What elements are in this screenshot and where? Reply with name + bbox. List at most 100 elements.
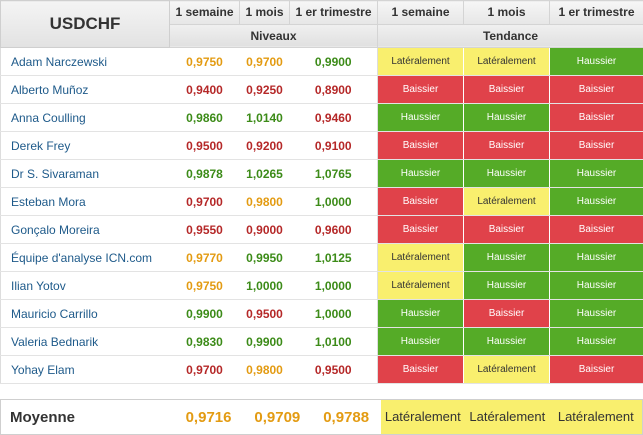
level-1q: 0,9900 [289,47,378,76]
table-row: Derek Frey 0,9500 0,9200 0,9100 Baissier Bais… [0,131,643,160]
trend-1q-badge: Haussier [549,187,643,216]
average-trend-1w: Latéralement [380,400,466,434]
trend-1m-badge: Latéralement [463,47,550,76]
trend-1w-badge: Baissier [377,131,464,160]
level-1q: 0,9600 [289,215,378,244]
table-row: Valeria Bednarik 0,9830 0,9900 1,0100 Haussi… [0,327,643,356]
average-trend-1q: Latéralement [549,400,642,434]
trend-1q-badge: Haussier [549,159,643,188]
trend-1m-badge: Baissier [463,215,550,244]
forecast-table: USDCHF 1 semaine 1 mois 1 er trimestre 1… [0,0,643,396]
table-row: Adam Narczewski 0,9750 0,9700 0,9900 Latéral… [0,47,643,76]
table-row: Gonçalo Moreira 0,9550 0,9000 0,9600 Baissie… [0,215,643,244]
level-1m: 1,0265 [239,159,290,188]
level-1w: 0,9900 [169,299,240,328]
analyst-name-link[interactable]: Yohay Elam [0,355,170,384]
level-1w: 0,9770 [169,243,240,272]
level-1m: 0,9800 [239,187,290,216]
trend-1w-badge: Haussier [377,299,464,328]
trend-1m-badge: Haussier [463,271,550,300]
table-row: Esteban Mora 0,9700 0,9800 1,0000 Baissier La… [0,187,643,216]
level-1w: 0,9750 [169,271,240,300]
analyst-name-link[interactable]: Ilian Yotov [0,271,170,300]
table-row: Mauricio Carrillo 0,9900 0,9500 1,0000 Hauss… [0,299,643,328]
level-1m: 1,0140 [239,103,290,132]
trend-1w-badge: Baissier [377,215,464,244]
trend-1m-badge: Baissier [463,131,550,160]
average-row: Moyenne 0,9716 0,9709 0,9788 Latéralemen… [0,399,643,435]
analyst-name-link[interactable]: Anna Coulling [0,103,170,132]
level-1w: 0,9750 [169,47,240,76]
trend-1q-badge: Haussier [549,47,643,76]
level-1q: 1,0000 [289,299,378,328]
col-trend-1w: 1 semaine [377,0,464,25]
table-row: Ilian Yotov 0,9750 1,0000 1,0000 Latéralemen… [0,271,643,300]
trend-1w-badge: Haussier [377,327,464,356]
col-trend-1m: 1 mois [463,0,550,25]
col-levels-1m: 1 mois [239,0,290,25]
trend-1m-badge: Latéralement [463,355,550,384]
average-label: Moyenne [10,408,76,426]
level-1m: 0,9700 [239,47,290,76]
analyst-name-link[interactable]: Mauricio Carrillo [0,299,170,328]
col-levels-1q: 1 er trimestre [289,0,378,25]
trend-1q-badge: Baissier [549,355,643,384]
table-spacer [0,383,643,396]
trend-1m-badge: Baissier [463,299,550,328]
col-trend-1q: 1 er trimestre [549,0,643,25]
trend-1m-badge: Latéralement [463,187,550,216]
level-1q: 1,0765 [289,159,378,188]
analyst-name-link[interactable]: Esteban Mora [0,187,170,216]
average-level-1q: 0,9788 [323,408,370,426]
level-1m: 0,9500 [239,299,290,328]
trend-1w-badge: Latéralement [377,243,464,272]
analyst-name-link[interactable]: Gonçalo Moreira [0,215,170,244]
level-1w: 0,9700 [169,355,240,384]
level-1q: 1,0100 [289,327,378,356]
level-1m: 1,0000 [239,271,290,300]
analyst-name-link[interactable]: Équipe d'analyse ICN.com [0,243,170,272]
forecast-rows: Adam Narczewski 0,9750 0,9700 0,9900 Latéral… [0,47,643,396]
table-row: Alberto Muñoz 0,9400 0,9250 0,8900 Baissier B… [0,75,643,104]
analyst-name-link[interactable]: Derek Frey [0,131,170,160]
group-levels: Niveaux [169,23,378,48]
trend-1w-badge: Latéralement [377,47,464,76]
level-1m: 0,9800 [239,355,290,384]
analyst-name-link[interactable]: Adam Narczewski [0,47,170,76]
analyst-name-link[interactable]: Dr S. Sivaraman [0,159,170,188]
trend-1q-badge: Baissier [549,75,643,104]
level-1w: 0,9830 [169,327,240,356]
level-1w: 0,9400 [169,75,240,104]
level-1q: 0,9460 [289,103,378,132]
trend-1q-badge: Haussier [549,271,643,300]
level-1m: 0,9000 [239,215,290,244]
level-1w: 0,9700 [169,187,240,216]
pair-title: USDCHF [0,0,170,48]
trend-1m-badge: Haussier [463,327,550,356]
group-trend: Tendance [377,23,643,48]
trend-1m-badge: Haussier [463,159,550,188]
analyst-name-link[interactable]: Valeria Bednarik [0,327,170,356]
trend-1m-badge: Haussier [463,243,550,272]
trend-1q-badge: Baissier [549,215,643,244]
level-1q: 0,9100 [289,131,378,160]
trend-1m-badge: Haussier [463,103,550,132]
trend-1q-badge: Baissier [549,131,643,160]
table-row: Dr S. Sivaraman 0,9878 1,0265 1,0765 Haussie… [0,159,643,188]
level-1q: 1,0000 [289,187,378,216]
level-1w: 0,9500 [169,131,240,160]
trend-1w-badge: Baissier [377,75,464,104]
analyst-name-link[interactable]: Alberto Muñoz [0,75,170,104]
table-row: Yohay Elam 0,9700 0,9800 0,9500 Baissier Laté… [0,355,643,384]
level-1w: 0,9550 [169,215,240,244]
level-1m: 0,9900 [239,327,290,356]
average-level-1m: 0,9709 [254,408,301,426]
table-row: Anna Coulling 0,9860 1,0140 0,9460 Haussier H… [0,103,643,132]
level-1m: 0,9950 [239,243,290,272]
col-levels-1w: 1 semaine [169,0,240,25]
trend-1w-badge: Baissier [377,355,464,384]
level-1q: 0,8900 [289,75,378,104]
table-row: Équipe d'analyse ICN.com 0,9770 0,9950 1,01… [0,243,643,272]
trend-1m-badge: Baissier [463,75,550,104]
level-1w: 0,9878 [169,159,240,188]
